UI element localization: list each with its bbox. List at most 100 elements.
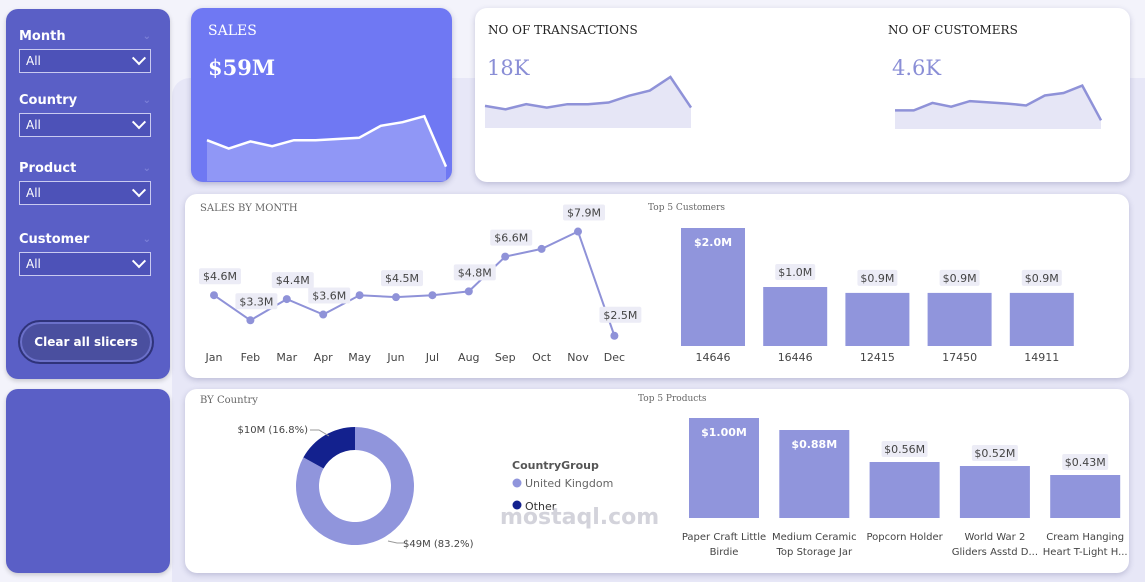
kpi-value: 4.6K [892,56,942,80]
tick-label: Heart T-Light H... [1043,547,1128,558]
data-label-bg [1062,454,1109,470]
tick-label: Dec [604,351,625,364]
leader-line [310,429,330,437]
chart-title: BY Country [200,395,258,406]
kpi-card: NO OF TRANSACTIONS 18K NO OF CUSTOMERS 4… [475,8,1130,182]
clear-all-slicers-button[interactable]: Clear all slicers [18,320,154,364]
data-label-bg [971,445,1018,461]
data-point [319,310,328,319]
bar [681,228,745,346]
data-point [428,291,437,300]
slicer-dropdown[interactable]: All [19,181,151,205]
data-label-bg [453,264,496,281]
bar [869,462,940,518]
slicer-panel: Month ⌄ All Country ⌄ All Product ⌄ All Cus… [6,9,170,379]
side-panel-blank [6,389,170,573]
chevron-down-icon[interactable]: ⌄ [142,30,151,42]
data-label-bg [381,270,423,287]
bar [1009,292,1074,346]
tick-label: Jun [386,351,404,364]
tick-label: Birdie [710,547,739,558]
bar [763,287,828,346]
data-point [610,331,619,340]
slicer-product[interactable]: Product ⌄ All [19,159,151,205]
data-label-bg [1021,269,1062,286]
data-point [501,252,510,261]
sales-line [213,230,616,337]
data-label: $0.56M [884,443,925,456]
slicer-label: Product [19,160,77,176]
chevron-down-icon[interactable]: ⌄ [142,233,151,245]
data-label: $4.4M [276,274,310,287]
chevron-down-icon[interactable]: ⌄ [142,162,151,174]
tick-label: Oct [532,351,552,364]
chevron-down-icon[interactable]: ⌄ [142,94,151,106]
tick-label: World War 2 [964,532,1025,543]
customers-spark-line [895,84,1103,121]
data-label-bg [939,269,980,286]
data-label-bg [563,204,605,221]
data-point [537,244,546,253]
tick-label: Jan [205,351,223,364]
data-point [246,316,255,325]
legend-marker [512,478,522,488]
tick-label: Nov [567,351,589,364]
legend-title: CountryGroup [512,459,599,472]
tick-label: Gliders Asstd D... [952,547,1038,558]
slicer-label: Country [19,92,78,108]
chart-title: SALES BY MONTH [200,203,298,214]
legend-label: United Kingdom [525,477,613,490]
slicer-label: Month [19,28,66,44]
data-label: $1.00M [701,426,747,439]
tick-label: Aug [458,351,479,364]
sales-spark-area [207,116,446,181]
transactions-sparkline [484,75,1103,129]
slicer-country[interactable]: Country ⌄ All [19,91,151,137]
kpi-title: NO OF CUSTOMERS [888,23,1018,37]
slicer-label: Customer [19,231,90,247]
data-label: $49M (83.2%) [403,539,474,550]
data-label: $4.6M [203,270,237,283]
data-point [355,291,364,300]
bar [927,292,992,346]
data-label: $4.8M [458,266,492,279]
bar [959,466,1030,518]
data-label-bg [199,268,241,285]
tick-label: Paper Craft Little [682,532,766,543]
data-label-bg [271,272,314,289]
data-label: $4.5M [385,272,419,285]
slicer-value: All [26,118,41,132]
data-point [282,295,291,304]
watermark-logo: mostaql.com [500,505,660,530]
sales-charts-card: SALES BY MONTH Top 5 Customers $4.6M Jan $… [185,194,1129,378]
slicer-value: All [26,257,41,271]
data-label: $2.0M [694,236,732,249]
slicer-dropdown[interactable]: All [19,252,151,276]
data-label: $0.52M [974,447,1015,460]
bar [845,292,910,346]
tick-label: 12415 [860,351,895,364]
data-label-bg [235,293,278,310]
slicer-customer[interactable]: Customer ⌄ All [19,230,151,276]
dropdown-arrow-icon [131,254,147,269]
data-label: $0.9M [1025,272,1059,285]
data-label-bg [881,441,928,457]
tick-label: Feb [241,351,260,364]
data-label: $3.3M [239,295,273,308]
tick-label: Cream Hanging [1046,532,1124,543]
customers-spark-area [895,85,1101,129]
data-label: $10M (16.8%) [238,425,309,436]
tick-label: Sep [495,351,516,364]
slicer-month[interactable]: Month ⌄ All [19,27,151,73]
tick-label: Popcorn Holder [866,532,943,543]
data-label-bg [857,269,898,286]
kpi-value: $59M [208,55,276,80]
slicer-dropdown[interactable]: All [19,113,151,137]
leader-line [387,540,405,544]
legend-marker [512,500,522,510]
tick-label: Mar [276,351,297,364]
data-label-bg [775,264,816,280]
slicer-dropdown[interactable]: All [19,49,151,73]
transactions-spark-area [485,77,691,128]
sales-sparkline [206,114,448,181]
